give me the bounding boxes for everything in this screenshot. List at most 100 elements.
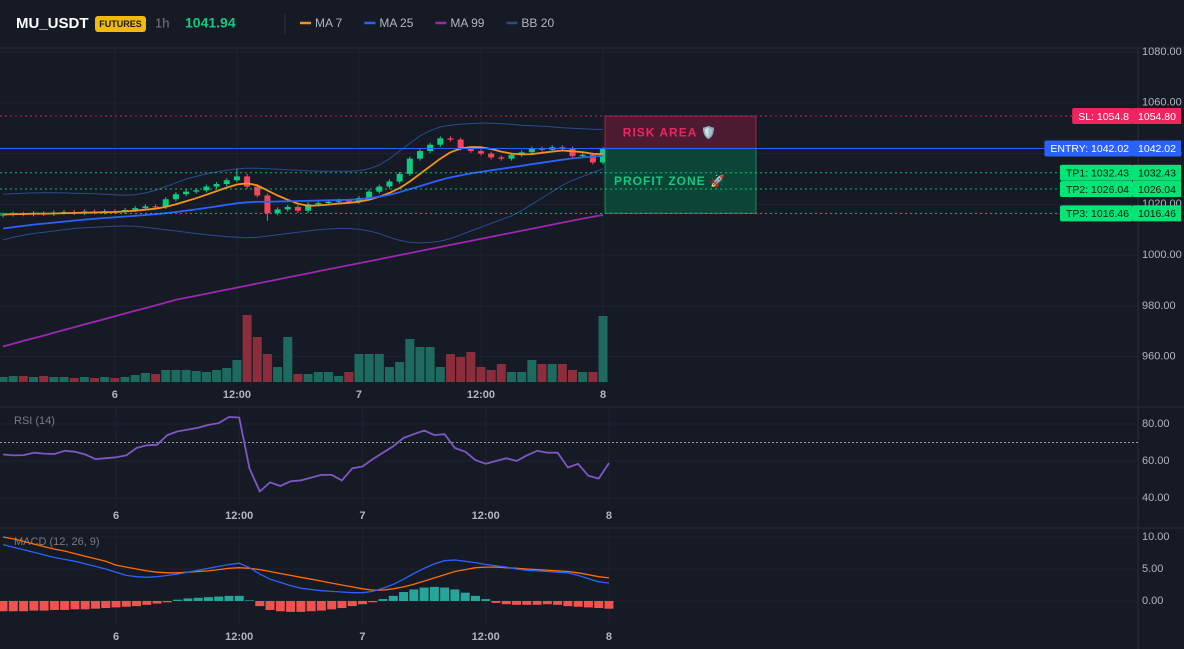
candle-body <box>437 138 444 145</box>
rsi-line <box>2 416 610 493</box>
volume-bar <box>39 376 49 382</box>
y-tick-label: 10.00 <box>1142 531 1170 543</box>
histogram-bar <box>193 597 203 601</box>
legend-label: BB 20 <box>521 16 554 30</box>
candle-body <box>467 148 474 152</box>
volume-bar <box>456 357 466 382</box>
volume-bar <box>354 354 364 382</box>
volume-bar <box>547 364 557 382</box>
volume-bar <box>568 370 578 382</box>
candle-body <box>528 148 535 153</box>
candle-body <box>0 214 6 216</box>
histogram-bar <box>604 600 614 609</box>
histogram-bar <box>162 600 172 603</box>
histogram-bar <box>522 600 532 605</box>
histogram-bar <box>132 600 142 607</box>
volume-bar <box>8 376 18 382</box>
volume-bar <box>527 360 537 382</box>
histogram-bar <box>214 596 224 601</box>
interval: 1h <box>155 15 169 30</box>
histogram-bar <box>8 600 18 612</box>
moving-average <box>2 214 604 348</box>
histogram-bar <box>224 595 234 601</box>
level-tag <box>1044 140 1133 157</box>
x-tick-label: 12:00 <box>223 389 251 401</box>
histogram-bar <box>173 599 183 601</box>
histogram-bar <box>29 600 39 611</box>
level-value: 1042.02 <box>1138 143 1176 155</box>
volume-bar <box>334 376 344 382</box>
moving-average <box>2 154 604 230</box>
histogram-bar <box>265 600 275 610</box>
volume-bar <box>578 372 588 382</box>
legend-label: MA 99 <box>450 16 484 30</box>
candle-body <box>305 204 312 211</box>
candle-body <box>488 153 495 158</box>
symbol: MU_USDT <box>16 15 89 32</box>
candle-body <box>294 206 301 211</box>
volume-bar <box>29 377 39 382</box>
pane-title: RSI (14) <box>14 415 55 427</box>
volume-bar <box>323 372 333 382</box>
legend-label: MA 7 <box>315 16 343 30</box>
level-tag <box>1059 205 1133 222</box>
candle-body <box>589 154 596 163</box>
histogram-bar <box>60 600 70 610</box>
volume-bar <box>232 360 242 382</box>
x-tick-label: 6 <box>113 631 119 643</box>
histogram-bar <box>255 600 265 607</box>
histogram-bar <box>440 587 450 601</box>
histogram-bar <box>0 600 8 612</box>
volume-bar <box>598 316 608 382</box>
candle-body <box>559 147 566 149</box>
candle-body <box>406 158 413 174</box>
candle-body <box>172 194 179 200</box>
histogram-bar <box>316 600 326 611</box>
histogram-bar <box>512 600 522 605</box>
candle-body <box>233 176 240 181</box>
volume-bar <box>313 372 323 382</box>
level-tag <box>1059 181 1133 198</box>
histogram-bar <box>296 600 306 612</box>
volume-bar <box>212 370 222 382</box>
candle-body <box>416 151 423 159</box>
histogram-bar <box>409 589 419 601</box>
histogram-bar <box>49 600 59 610</box>
y-tick-label: 1080.00 <box>1142 46 1182 58</box>
histogram-bar <box>388 595 398 601</box>
histogram-bar <box>327 600 337 610</box>
candle-body <box>508 154 515 159</box>
candle-body <box>254 186 261 196</box>
candle-body <box>345 200 352 202</box>
histogram-bar <box>101 600 111 609</box>
last-price: 1041.94 <box>185 15 236 31</box>
volume-bar <box>161 370 171 382</box>
histogram-bar <box>594 600 604 609</box>
volume-bar <box>395 362 405 382</box>
histogram-bar <box>357 600 367 605</box>
candle-body <box>244 176 251 187</box>
candle-body <box>274 209 281 214</box>
volume-bar <box>59 377 69 382</box>
y-tick-label: 40.00 <box>1142 492 1170 504</box>
level-value-tag <box>1133 181 1181 198</box>
candle-body <box>427 144 434 152</box>
histogram-bar <box>429 586 439 601</box>
histogram-bar <box>70 600 80 610</box>
histogram-bar <box>450 589 460 601</box>
zone-label: RISK AREA 🛡️ <box>623 125 717 139</box>
volume-bar <box>405 339 415 382</box>
y-tick-label: 1060.00 <box>1142 97 1182 109</box>
volume-bar <box>374 354 384 382</box>
volume-bar <box>507 372 516 382</box>
volume-bar <box>435 367 445 382</box>
legend-label: MA 25 <box>379 16 413 30</box>
candle-body <box>366 191 373 198</box>
histogram-bar <box>90 600 100 609</box>
volume-bar <box>140 373 150 382</box>
histogram-bar <box>286 600 296 612</box>
candle-body <box>376 186 383 192</box>
x-tick-label: 7 <box>359 510 365 522</box>
y-tick-label: 60.00 <box>1142 455 1170 467</box>
level-value: 1032.43 <box>1138 168 1176 180</box>
